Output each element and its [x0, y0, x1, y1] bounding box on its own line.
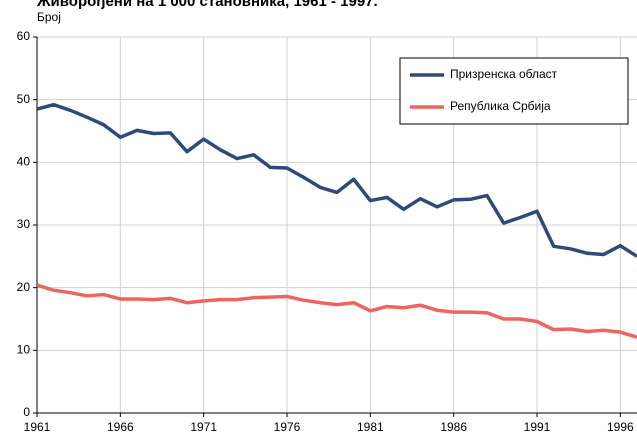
- series-line: [37, 102, 637, 258]
- x-tick-label: 1961: [24, 420, 51, 434]
- y-tick-label: 50: [17, 92, 31, 106]
- y-axis-label: Број: [37, 10, 61, 24]
- x-tick-label: 1971: [190, 420, 217, 434]
- y-tick-label: 0: [23, 405, 30, 419]
- x-tick-label: 1981: [357, 420, 384, 434]
- plot-area: [37, 102, 637, 339]
- y-tick-label: 20: [17, 280, 31, 294]
- y-tick-label: 10: [17, 343, 31, 357]
- chart-title: Живорођени на 1 000 становника, 1961 - 1…: [36, 0, 378, 10]
- legend-box: [399, 57, 629, 125]
- x-tick-label: 1996: [607, 420, 634, 434]
- x-tick-label: 1986: [440, 420, 467, 434]
- y-tick-label: 60: [17, 29, 31, 43]
- legend-label: Република Србија: [450, 99, 551, 113]
- y-tick-label: 30: [17, 217, 31, 231]
- series-line: [37, 283, 637, 339]
- x-tick-label: 1966: [107, 420, 134, 434]
- legend-label: Призренска област: [450, 67, 558, 81]
- x-tick-label: 1976: [274, 420, 301, 434]
- x-tick-label: 1991: [524, 420, 551, 434]
- y-tick-label: 40: [17, 155, 31, 169]
